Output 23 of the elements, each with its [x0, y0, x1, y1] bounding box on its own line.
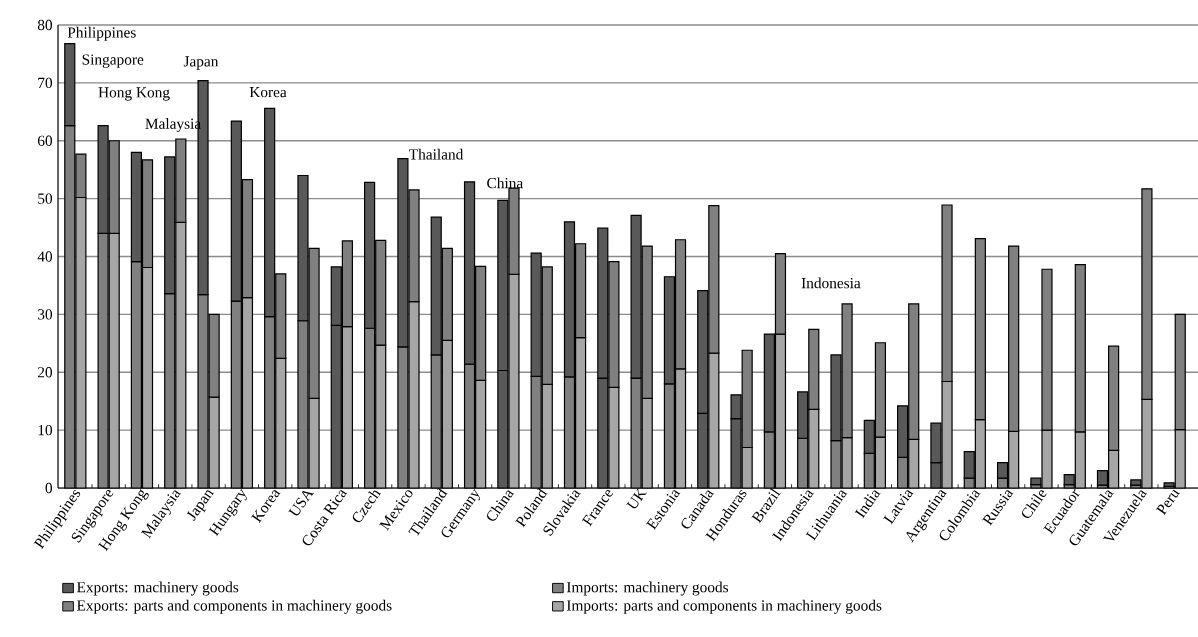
annotation: Hong Kong [98, 87, 170, 101]
annotation: China [487, 177, 523, 189]
x-tick-label: Peru [1155, 489, 1180, 516]
annotation: Japan [183, 56, 219, 70]
x-tick-label: UK [626, 487, 647, 509]
annotation: Thailand [409, 148, 464, 160]
annotation: Korea [249, 87, 287, 98]
y-tick-label: 60 [37, 135, 53, 146]
annotation: Philippines [67, 26, 136, 41]
y-tick-label: 20 [37, 367, 53, 378]
annotation: Singapore [82, 54, 144, 68]
y-tick-label: 50 [38, 193, 53, 204]
annotation: Indonesia [801, 277, 861, 289]
legend-label: Exports: machinery goods [76, 581, 239, 596]
y-tick-label: 10 [38, 424, 53, 436]
legend-label: Imports: machinery goods [566, 581, 729, 596]
x-tick-label: USA [288, 491, 314, 516]
legend-label: Exports: parts and components in machinery goods [76, 599, 392, 614]
y-tick-label: 40 [37, 251, 53, 262]
y-tick-label: 30 [38, 309, 53, 320]
y-tick-label: 80 [37, 19, 53, 31]
legend-label: Imports: parts and components in machinery goods [566, 599, 882, 614]
y-tick-label: 70 [38, 77, 53, 89]
